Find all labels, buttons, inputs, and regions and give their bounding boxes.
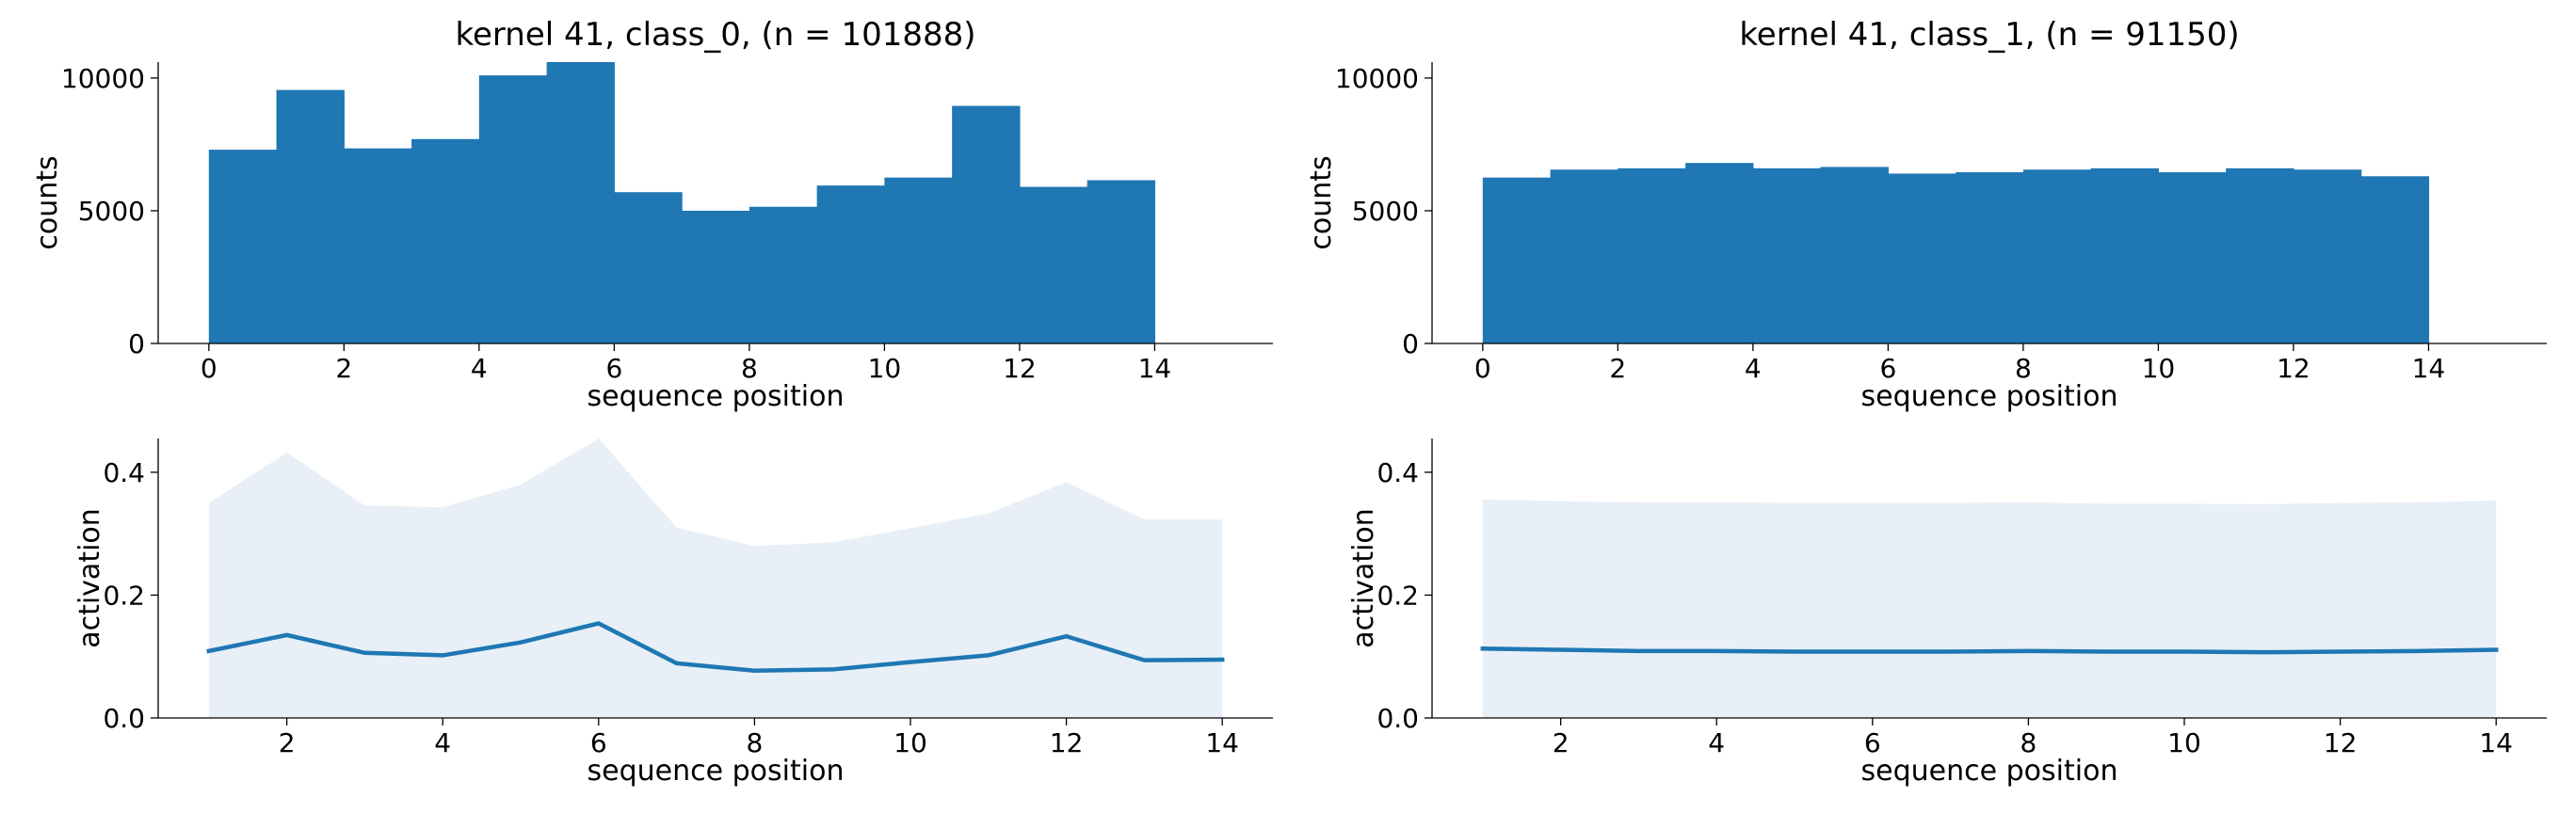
x-tick-label: 8 [2015, 353, 2032, 384]
histogram-bar [884, 177, 953, 343]
x-tick-label: 14 [2479, 727, 2513, 758]
y-tick-label: 10000 [1335, 63, 1419, 94]
activation-band [208, 438, 1223, 718]
histogram-bar [276, 89, 345, 344]
x-tick-label: 4 [1745, 353, 1762, 384]
x-tick-label: 8 [746, 727, 763, 758]
y-axis-label: activation [73, 508, 106, 648]
histogram-class-0-panel: 0 2 4 6 8 10 12 14 0 5000 10000 kernel 41, class_0… [31, 16, 1273, 413]
histogram-class-1-panel: 0 2 4 6 8 10 12 14 0 5000 10000 kernel 41, class_1… [1305, 16, 2547, 413]
x-tick-label: 4 [1708, 727, 1725, 758]
histogram-bar [1685, 163, 1754, 343]
x-tick-label: 0 [201, 353, 217, 384]
x-tick-label: 2 [279, 727, 296, 758]
histogram-bar [2293, 169, 2362, 343]
x-tick-label: 6 [605, 353, 622, 384]
histogram-bar [1752, 167, 1822, 343]
x-tick-label: 2 [1609, 353, 1626, 384]
y-tick-label: 0 [1402, 328, 1419, 359]
histogram-bar [682, 210, 750, 343]
y-axis-label: activation [1347, 508, 1380, 648]
mean-activation-line [1480, 646, 2499, 655]
histogram-bar [1087, 180, 1156, 343]
x-tick-label: 10 [2167, 727, 2201, 758]
histogram-bar [2226, 167, 2294, 343]
histogram-bar [749, 206, 818, 343]
x-tick-label: 14 [2412, 353, 2446, 384]
y-tick-label: 0.0 [103, 703, 145, 734]
activation-band [1482, 499, 2497, 718]
y-tick-label: 5000 [1352, 196, 1419, 227]
x-tick-label: 14 [1138, 353, 1172, 384]
x-tick-label: 10 [868, 353, 902, 384]
x-tick-label: 10 [2142, 353, 2176, 384]
x-tick-label: 12 [2324, 727, 2358, 758]
x-tick-label: 2 [1553, 727, 1570, 758]
mean-activation-line [206, 621, 1225, 673]
chart-title: kernel 41, class_0, (n = 101888) [456, 16, 976, 54]
histogram-bar [546, 62, 615, 343]
histogram-bar [1956, 172, 2024, 343]
x-tick-label: 4 [434, 727, 451, 758]
y-axis-label: counts [1305, 155, 1338, 249]
activation-class-0-panel: 2 4 6 8 10 12 14 0.0 0.2 0.4 sequence position ac… [73, 438, 1273, 788]
histogram-bar [2360, 176, 2430, 343]
x-tick-label: 6 [1864, 727, 1881, 758]
histogram-bar [1820, 167, 1889, 343]
x-tick-label: 8 [2020, 727, 2037, 758]
y-tick-label: 5000 [78, 196, 145, 227]
x-axis-label: sequence position [588, 380, 845, 413]
x-tick-label: 8 [741, 353, 758, 384]
histogram-bar [1888, 173, 1956, 343]
histogram-bar [1019, 186, 1088, 343]
y-tick-label: 0.4 [103, 457, 145, 488]
x-axis-label: sequence position [588, 755, 845, 788]
x-tick-label: 2 [335, 353, 352, 384]
histogram-bar [478, 75, 548, 344]
y-tick-label: 0.2 [103, 580, 145, 611]
x-tick-label: 12 [2277, 353, 2310, 384]
x-tick-label: 0 [1474, 353, 1491, 384]
histogram-bar [1618, 167, 1686, 343]
y-tick-label: 0.2 [1377, 580, 1419, 611]
y-tick-label: 0.4 [1377, 457, 1419, 488]
histogram-bar [952, 105, 1021, 343]
activation-class-1-panel: 2 4 6 8 10 12 14 0.0 0.2 0.4 sequence position ac… [1347, 438, 2547, 788]
y-axis-label: counts [31, 155, 64, 249]
x-tick-label: 6 [1879, 353, 1896, 384]
histogram-bar [1550, 169, 1618, 343]
histogram-bar [411, 138, 480, 343]
y-tick-label: 0 [128, 328, 145, 359]
y-tick-label: 10000 [61, 63, 145, 94]
x-tick-label: 12 [1003, 353, 1037, 384]
histogram-bar [208, 150, 278, 343]
histogram-bar [2158, 172, 2227, 343]
x-tick-label: 6 [590, 727, 607, 758]
histogram-bar [816, 185, 885, 343]
x-tick-label: 10 [894, 727, 927, 758]
chart-title: kernel 41, class_1, (n = 91150) [1739, 16, 2239, 54]
histogram-bar [344, 148, 412, 343]
y-tick-label: 0.0 [1377, 703, 1419, 734]
histogram-bar [1482, 177, 1552, 343]
x-tick-label: 4 [471, 353, 488, 384]
x-axis-label: sequence position [1861, 380, 2118, 413]
x-axis-label: sequence position [1861, 755, 2118, 788]
histogram-bar [2090, 167, 2159, 343]
histogram-bar [614, 192, 683, 343]
histogram-bar [2022, 169, 2092, 343]
x-tick-label: 14 [1205, 727, 1239, 758]
x-tick-label: 12 [1050, 727, 1084, 758]
